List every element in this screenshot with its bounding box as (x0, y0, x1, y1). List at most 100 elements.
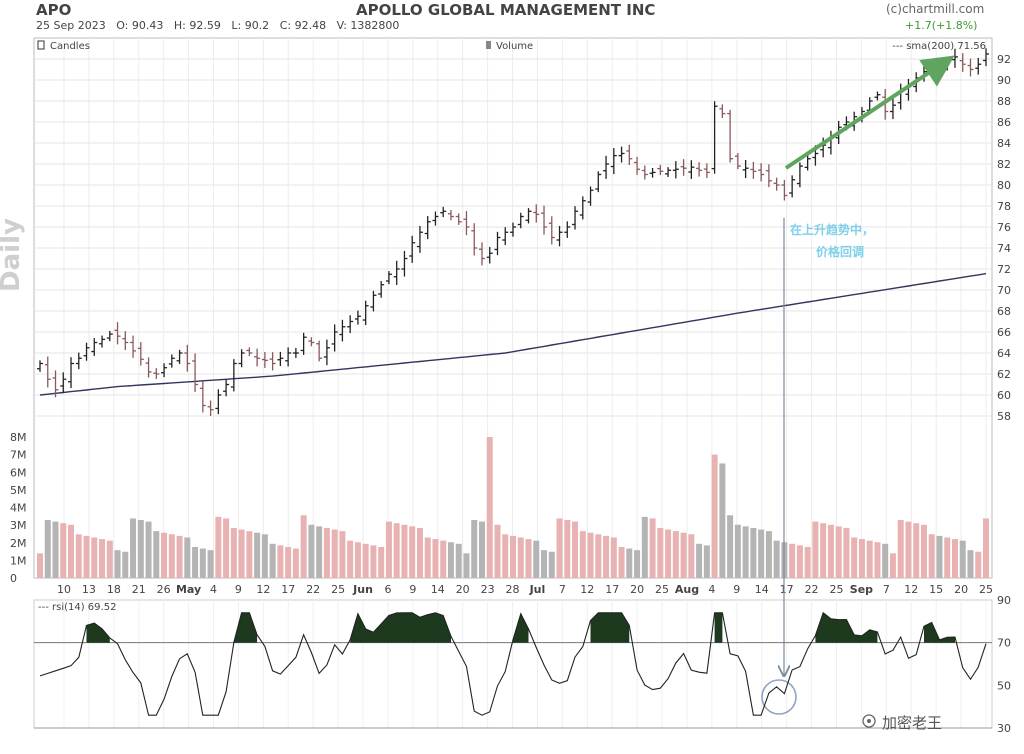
volume-bar (106, 540, 113, 578)
x-tick-label: 20 (630, 583, 644, 596)
volume-tick-label: 0 (10, 572, 17, 585)
x-tick-label: 25 (979, 583, 993, 596)
x-tick-label: 25 (655, 583, 669, 596)
price-tick-label: 68 (997, 305, 1011, 318)
x-tick-label: 9 (409, 583, 416, 596)
volume-bar (827, 524, 834, 578)
x-tick-label: 7 (883, 583, 890, 596)
volume-bar (99, 539, 106, 578)
volume-bar (812, 521, 819, 578)
volume-bar (331, 529, 338, 578)
volume-bar (796, 545, 803, 578)
volume-bar (75, 534, 82, 578)
volume-bar (851, 537, 858, 578)
volume-bar (370, 545, 377, 578)
volume-bar (634, 550, 641, 578)
x-tick-label: 17 (281, 583, 295, 596)
x-tick-label: 14 (755, 583, 769, 596)
x-tick-label: 26 (157, 583, 171, 596)
volume-bar (564, 520, 571, 578)
volume-bar (920, 524, 927, 578)
x-tick-label: 25 (829, 583, 843, 596)
volume-bar (665, 529, 672, 578)
x-tick-label: 12 (580, 583, 594, 596)
volume-bar (269, 543, 276, 578)
volume-bar (207, 550, 214, 578)
volume-bar (936, 535, 943, 578)
volume-bar (696, 543, 703, 578)
volume-bar (308, 524, 315, 578)
volume-bar (502, 534, 509, 578)
volume-bar (719, 463, 726, 578)
volume-bar (300, 515, 307, 578)
volume-bar (378, 546, 385, 578)
open-label: O: 90.43 (116, 19, 164, 32)
volume-bar (835, 526, 842, 578)
volume-bar (44, 520, 51, 578)
volume-bar (223, 518, 230, 578)
volume-bar (401, 524, 408, 578)
volume-bar (711, 454, 718, 578)
volume-bar (416, 527, 423, 578)
annotation-line1: 在上升趋势中， (790, 223, 875, 237)
x-tick-label: 4 (708, 583, 715, 596)
volume-bar (610, 537, 617, 578)
volume-bar (773, 540, 780, 578)
price-tick-label: 64 (997, 347, 1011, 360)
x-tick-label: 17 (780, 583, 794, 596)
volume-label: V: 1382800 (336, 19, 400, 32)
volume-bars (37, 437, 989, 578)
volume-bar (967, 550, 974, 578)
x-tick-label: 17 (605, 583, 619, 596)
volume-bar (951, 539, 958, 578)
volume-bar (486, 437, 493, 578)
volume-bar (362, 543, 369, 578)
volume-bar (882, 543, 889, 578)
price-tick-label: 74 (997, 242, 1011, 255)
volume-bar (339, 531, 346, 578)
price-tick-label: 70 (997, 284, 1011, 297)
volume-bar (928, 534, 935, 578)
volume-bar (804, 546, 811, 578)
volume-bar (533, 540, 540, 578)
volume-bar (874, 542, 881, 578)
company-name: APOLLO GLOBAL MANAGEMENT INC (356, 1, 656, 19)
volume-bar (556, 518, 563, 578)
volume-bar (572, 521, 579, 578)
volume-bar (323, 527, 330, 578)
volume-bar (727, 515, 734, 578)
x-tick-label: Aug (675, 583, 699, 596)
x-tick-label: 20 (456, 583, 470, 596)
price-tick-label: 66 (997, 326, 1011, 339)
volume-tick-label: 8M (10, 431, 27, 444)
x-tick-label: 23 (481, 583, 495, 596)
volume-bar (959, 540, 966, 578)
x-tick-label: 9 (733, 583, 740, 596)
price-tick-label: 80 (997, 179, 1011, 192)
volume-bar (657, 527, 664, 578)
volume-bar (758, 529, 765, 578)
ticker-symbol: APO (36, 1, 72, 19)
volume-bar (478, 521, 485, 578)
volume-bar (688, 534, 695, 578)
price-change: +1.7(+1.8%) (905, 19, 978, 32)
candles-legend-icon (37, 40, 45, 50)
volume-bar (432, 539, 439, 578)
volume-tick-label: 7M (10, 449, 27, 462)
price-tick-label: 84 (997, 137, 1011, 150)
volume-bar (137, 520, 144, 578)
volume-bar (68, 524, 75, 578)
volume-bar (703, 545, 710, 578)
volume-bar (145, 521, 152, 578)
volume-bar (820, 523, 827, 578)
volume-bar (199, 548, 206, 578)
volume-bar (517, 537, 524, 578)
x-tick-label: 7 (559, 583, 566, 596)
x-tick-label: 9 (235, 583, 242, 596)
rsi-dip-circle (761, 679, 797, 715)
volume-bar (734, 524, 741, 578)
volume-bar (975, 551, 982, 578)
price-tick-label: 88 (997, 95, 1011, 108)
watermark-label: 加密老王 (882, 714, 943, 732)
